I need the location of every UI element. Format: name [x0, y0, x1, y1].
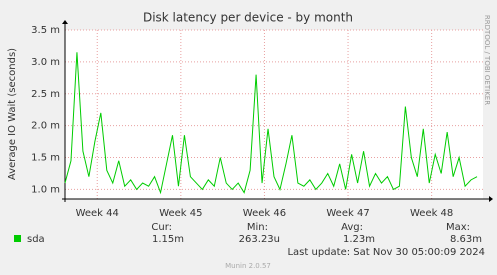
y-tick-label: 2.0 m	[31, 121, 60, 132]
footer: Munin 2.0.57	[225, 262, 271, 270]
stat-value: 1.23m	[343, 234, 375, 245]
y-axis-label: Average IO Wait (seconds)	[7, 48, 18, 180]
x-tick-label: Week 44	[76, 208, 119, 219]
y-tick-label: 3.0 m	[31, 57, 60, 68]
stat-header: Avg:	[341, 222, 363, 233]
axis-arrow	[489, 196, 493, 202]
series-line	[64, 52, 478, 195]
legend-swatch	[14, 235, 21, 242]
axis-arrow	[62, 20, 68, 24]
y-tick-label: 1.5 m	[31, 153, 60, 164]
chart-title: Disk latency per device - by month	[143, 11, 353, 25]
stat-header: Max:	[446, 222, 470, 233]
stat-value: 263.23u	[239, 234, 280, 245]
x-tick-label: Week 46	[243, 208, 286, 219]
y-tick-label: 3.5 m	[31, 25, 60, 36]
stat-header: Min:	[247, 222, 268, 233]
legend-label: sda	[27, 234, 45, 245]
y-tick-label: 2.5 m	[31, 89, 60, 100]
stat-value: 1.15m	[152, 234, 184, 245]
y-tick-label: 1.0 m	[31, 184, 60, 195]
plot-area	[65, 30, 483, 199]
last-update: Last update: Sat Nov 30 05:00:09 2024	[287, 247, 485, 258]
x-tick-label: Week 45	[159, 208, 202, 219]
stat-header: Cur:	[151, 222, 172, 233]
x-tick-label: Week 48	[410, 208, 453, 219]
stat-value: 8.63m	[450, 234, 482, 245]
side-label: RRDTOOL / TOBI OETIKER	[483, 15, 491, 105]
x-tick-label: Week 47	[326, 208, 369, 219]
